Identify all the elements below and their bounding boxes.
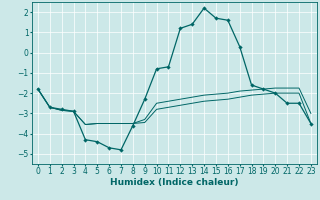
X-axis label: Humidex (Indice chaleur): Humidex (Indice chaleur) bbox=[110, 178, 239, 187]
